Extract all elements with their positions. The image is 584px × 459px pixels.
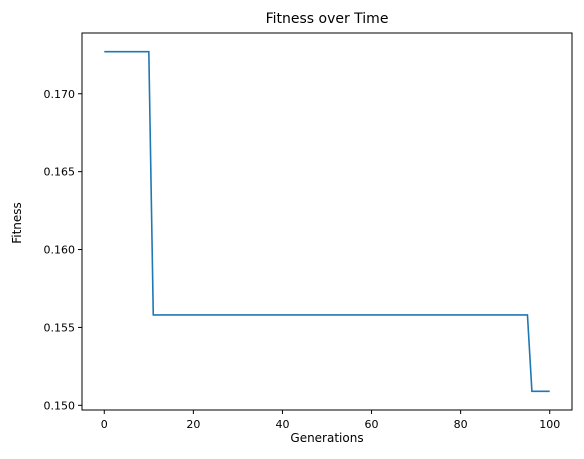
x-tick-label: 20: [186, 418, 200, 431]
y-tick-label: 0.155: [44, 321, 76, 334]
x-tick-label: 80: [454, 418, 468, 431]
y-axis-label: Fitness: [10, 202, 24, 244]
y-tick-label: 0.150: [44, 399, 76, 412]
x-tick-label: 40: [275, 418, 289, 431]
axes-frame: [81, 32, 573, 411]
x-axis-label: Generations: [290, 431, 363, 445]
chart-title: Fitness over Time: [266, 11, 389, 27]
plot-area: 0 20 40 60 80 100 0.150 0.155 0.160 0.165 0.170: [44, 50, 560, 431]
x-tick-label: 100: [539, 418, 560, 431]
y-tick-label: 0.160: [44, 244, 76, 257]
x-tick-label: 0: [101, 418, 108, 431]
y-tick-label: 0.170: [44, 88, 76, 101]
y-tick-label: 0.165: [44, 166, 76, 179]
series-line-0: [104, 50, 550, 393]
x-tick-label: 60: [365, 418, 379, 431]
